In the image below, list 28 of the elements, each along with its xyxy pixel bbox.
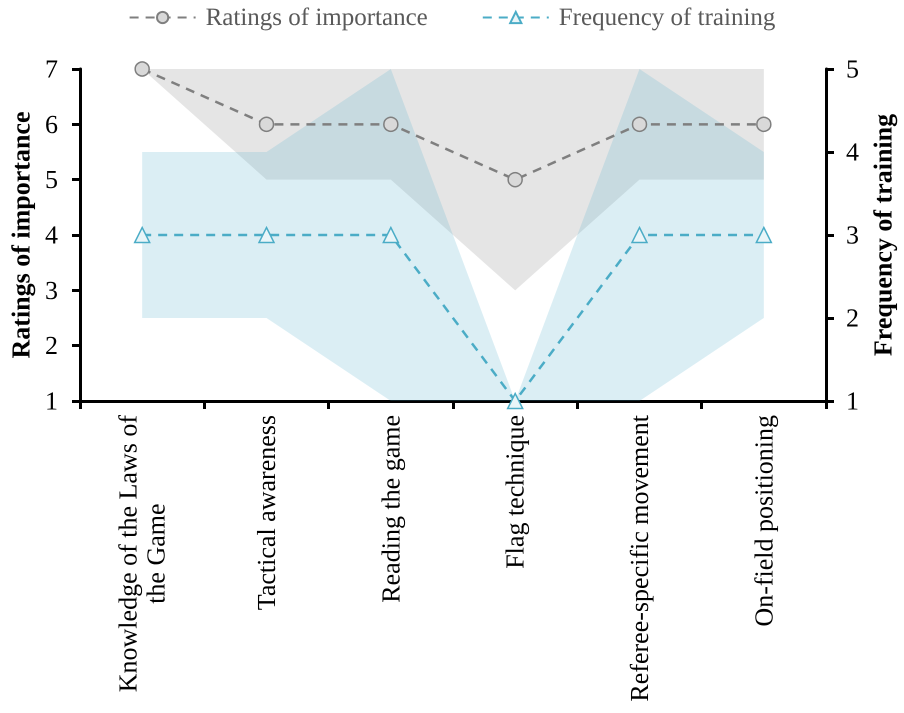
y-tick-label: 4	[45, 220, 58, 250]
y-tick-label: 5	[45, 165, 58, 194]
x-tick-label: Knowledge of the Laws of the Game	[114, 414, 171, 692]
point	[507, 172, 523, 188]
y-tick-label: 3	[45, 276, 58, 305]
legend-label: Frequency of training	[558, 4, 776, 31]
x-tick-label: Tactical awareness	[252, 414, 281, 610]
point	[134, 61, 150, 77]
y-axis-title: Ratings of importance	[6, 112, 36, 358]
point	[632, 116, 648, 132]
y-tick-label: 7	[45, 54, 58, 84]
x-tick-label: Referee-specific movement	[625, 414, 654, 702]
legend-label: Ratings of importance	[206, 4, 428, 31]
x-tick-label: On-field positioning	[749, 415, 778, 627]
y2-tick-label: 3	[846, 220, 859, 250]
y-tick-label: 2	[45, 331, 58, 360]
y-tick-label: 6	[45, 110, 58, 139]
y2-tick-label: 1	[846, 386, 859, 416]
x-tick-label: Reading the game	[376, 414, 406, 603]
y2-axis-title: Frequency of training	[868, 114, 898, 356]
y-tick-label: 1	[45, 386, 58, 416]
point	[383, 116, 399, 132]
y2-tick-label: 2	[846, 304, 859, 332]
y2-tick-label: 5	[846, 54, 859, 84]
point	[258, 116, 274, 132]
y2-tick-label: 4	[846, 138, 859, 166]
x-tick-label: Flag technique	[500, 414, 530, 569]
point	[756, 116, 772, 132]
